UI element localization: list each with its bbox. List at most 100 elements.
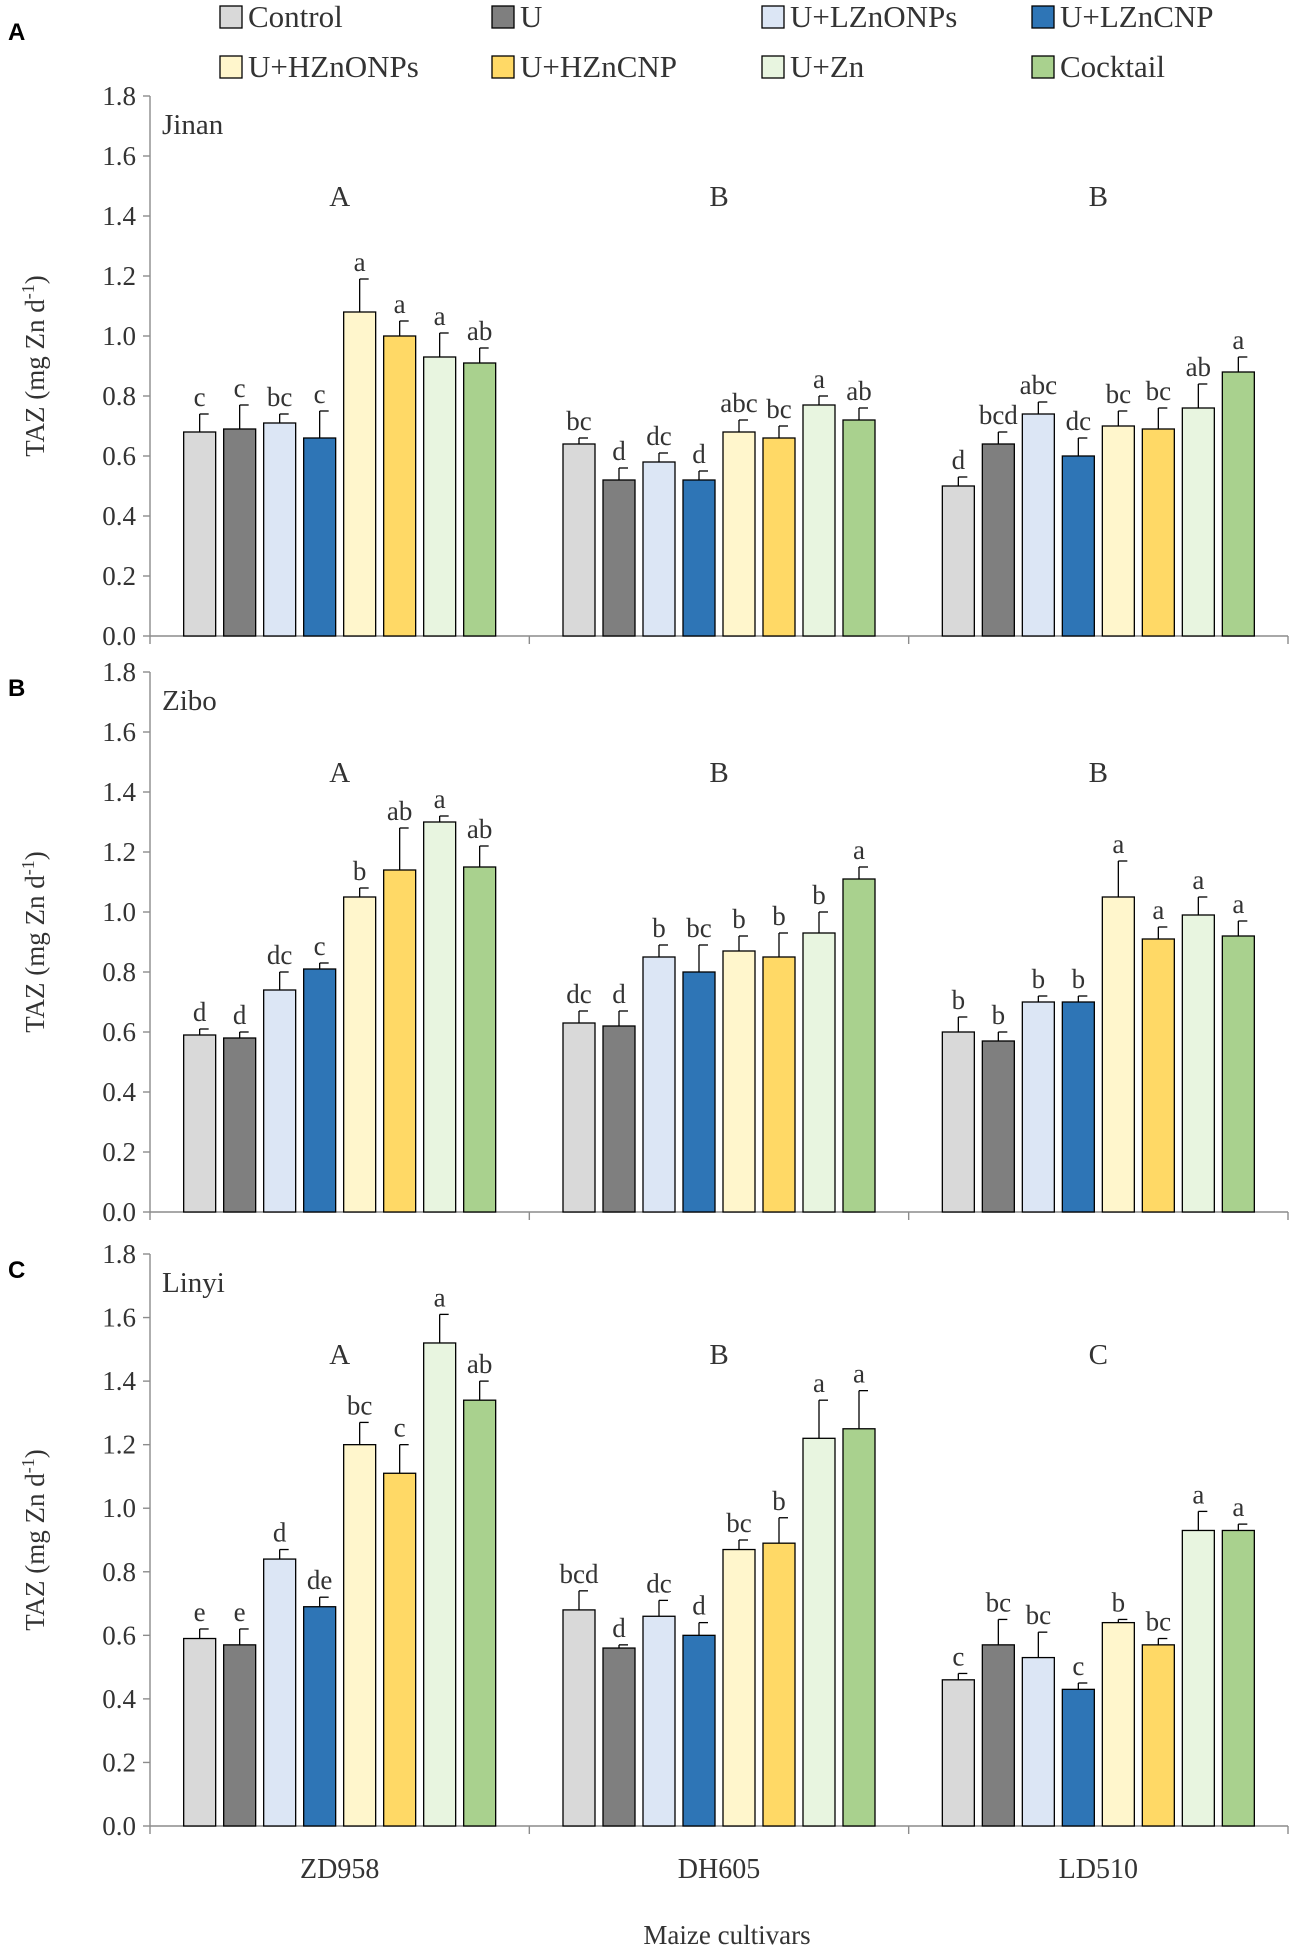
significance-letter: bc bbox=[1106, 379, 1132, 409]
significance-letter: d bbox=[233, 1000, 247, 1030]
y-axis-title: TAZ (mg Zn d-1) bbox=[18, 1449, 50, 1631]
bar bbox=[602, 479, 636, 637]
significance-letter: b bbox=[1032, 964, 1046, 994]
significance-letter: b bbox=[812, 880, 826, 910]
significance-letter: dc bbox=[646, 421, 672, 451]
significance-letter: a bbox=[1232, 889, 1244, 919]
significance-letter: a bbox=[813, 1368, 825, 1398]
significance-letter: ab bbox=[1186, 352, 1211, 382]
bar bbox=[941, 485, 975, 637]
significance-letter: ab bbox=[846, 376, 871, 406]
significance-letter: a bbox=[1232, 1492, 1244, 1522]
legend-swatch bbox=[1031, 5, 1055, 29]
bar bbox=[1021, 1001, 1055, 1213]
legend-label: Control bbox=[248, 0, 343, 34]
significance-letter: d bbox=[692, 1591, 706, 1621]
significance-letter: bc bbox=[267, 382, 293, 412]
significance-letter: e bbox=[194, 1597, 206, 1627]
significance-letter: b bbox=[1112, 1587, 1126, 1617]
y-tick-label: 0.6 bbox=[102, 1620, 136, 1650]
group-significance-letter: B bbox=[1089, 757, 1108, 789]
y-tick-label: 1.2 bbox=[102, 837, 136, 867]
significance-letter: b bbox=[1072, 964, 1086, 994]
significance-letter: b bbox=[652, 913, 666, 943]
significance-letter: c bbox=[1072, 1651, 1084, 1681]
bar bbox=[762, 1542, 796, 1827]
significance-letter: bcd bbox=[979, 400, 1018, 430]
significance-letter: b bbox=[353, 856, 367, 886]
significance-letter: a bbox=[853, 835, 865, 865]
group-significance-letter: B bbox=[709, 757, 728, 789]
legend-swatch bbox=[761, 5, 785, 29]
bar bbox=[303, 437, 337, 637]
significance-letter: bc bbox=[1146, 376, 1172, 406]
bar bbox=[423, 1342, 457, 1827]
y-tick-label: 0.8 bbox=[102, 957, 136, 987]
y-axis-title-main: TAZ (mg Zn d bbox=[20, 1473, 50, 1631]
y-axis-title-superscript: -1 bbox=[18, 1458, 38, 1473]
group-significance-letter: B bbox=[709, 181, 728, 213]
group-significance-letter: A bbox=[329, 1339, 350, 1371]
bar bbox=[762, 437, 796, 637]
bar bbox=[722, 431, 756, 637]
bar bbox=[562, 1022, 596, 1213]
bar bbox=[343, 896, 377, 1213]
significance-letter: d bbox=[612, 1613, 626, 1643]
significance-letter: d bbox=[273, 1518, 287, 1548]
y-axis-title: TAZ (mg Zn d-1) bbox=[18, 275, 50, 457]
legend-swatch bbox=[219, 55, 243, 79]
significance-letter: bc bbox=[726, 1508, 752, 1538]
y-axis-title-main: TAZ (mg Zn d bbox=[20, 299, 50, 457]
bar-group-zd958: Ac c bc caa a ab bbox=[183, 181, 497, 637]
significance-letter: bc bbox=[1026, 1600, 1052, 1630]
y-tick-label: 1.6 bbox=[102, 717, 136, 747]
y-tick-label: 1.0 bbox=[102, 1493, 136, 1523]
bar bbox=[183, 431, 217, 637]
significance-letter: a bbox=[434, 784, 446, 814]
legend-item: U+LZnCNP bbox=[1031, 0, 1214, 34]
bar-group-zd958: Ae e dde bcc a ab ZD958 bbox=[183, 1282, 497, 1885]
legend-label: U bbox=[520, 0, 542, 34]
significance-letter: ab bbox=[467, 814, 492, 844]
significance-letter: b bbox=[772, 1486, 786, 1516]
bar bbox=[343, 1444, 377, 1827]
bar bbox=[802, 932, 836, 1213]
legend-item: U+Zn bbox=[761, 49, 865, 84]
significance-letter: c bbox=[314, 379, 326, 409]
bar bbox=[1101, 425, 1135, 637]
bar bbox=[1221, 935, 1255, 1213]
chart-panel-b: B 0.0 0.2 0.4 0.6 0.8 1.0 1.2 1.4 1.6 1.8 TAZ (mg Z… bbox=[8, 657, 1289, 1227]
bar bbox=[1141, 938, 1175, 1213]
legend-label: Cocktail bbox=[1060, 49, 1165, 84]
chart-panel-a: A 0.0 0.2 0.4 0.6 0.8 1.0 1.2 1.4 1.6 1.8 TAZ (mg Z… bbox=[8, 19, 1289, 651]
y-axis-title-close: ) bbox=[20, 1449, 50, 1458]
x-category-label: ZD958 bbox=[300, 1854, 379, 1885]
legend-label: U+LZnONPs bbox=[790, 0, 957, 34]
panel-site-title: Zibo bbox=[162, 685, 217, 717]
bar bbox=[602, 1025, 636, 1213]
panel-site-title: Linyi bbox=[162, 1267, 225, 1299]
significance-letter: b bbox=[952, 985, 966, 1015]
legend-item: U+HZnCNP bbox=[491, 49, 677, 84]
bar bbox=[1221, 371, 1255, 637]
y-tick-label: 1.6 bbox=[102, 1303, 136, 1333]
bar bbox=[263, 422, 297, 637]
group-significance-letter: C bbox=[1089, 1339, 1108, 1371]
group-significance-letter: B bbox=[1089, 181, 1108, 213]
significance-letter: bc bbox=[766, 394, 792, 424]
significance-letter: a bbox=[1152, 895, 1164, 925]
significance-letter: d bbox=[612, 979, 626, 1009]
bar bbox=[383, 869, 417, 1213]
significance-letter: c bbox=[194, 382, 206, 412]
bar bbox=[842, 419, 876, 637]
y-tick-label: 1.0 bbox=[102, 321, 136, 351]
bar bbox=[941, 1031, 975, 1213]
bar bbox=[642, 1615, 676, 1827]
bar bbox=[802, 1437, 836, 1827]
significance-letter: a bbox=[1112, 829, 1124, 859]
group-significance-letter: A bbox=[329, 181, 350, 213]
significance-letter: a bbox=[1192, 865, 1204, 895]
